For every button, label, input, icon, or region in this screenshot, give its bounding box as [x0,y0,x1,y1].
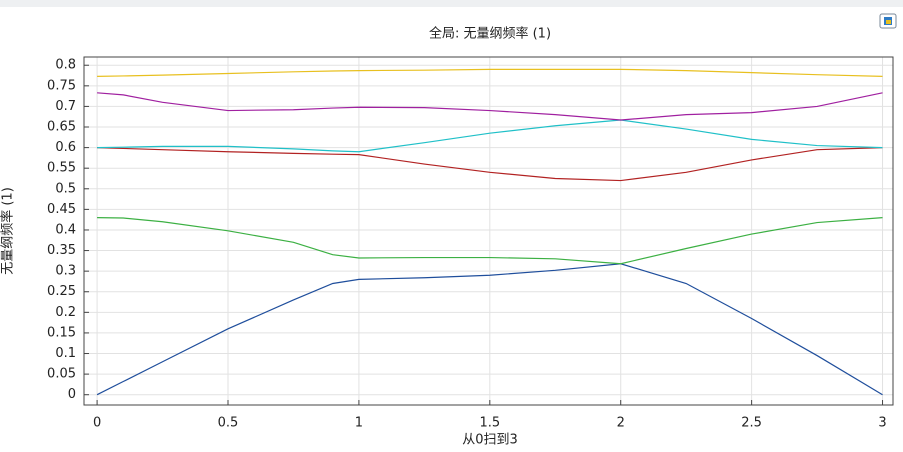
y-axis-label: 无量纲频率 (1) [0,187,16,275]
toolbar-strip [0,0,903,7]
plot-icon[interactable] [879,13,897,29]
x-tick-label: 2 [617,416,625,431]
y-tick-label: 0.35 [47,243,76,258]
y-tick-label: 0 [68,387,76,402]
series-line [96,263,883,396]
y-tick-label: 0.5 [55,181,76,196]
y-tick-label: 0.65 [47,120,76,135]
chart-title: 全局: 无量纲频率 (1) [429,26,551,42]
y-tick-label: 0.75 [47,78,76,93]
x-tick-label: 1.5 [479,416,500,431]
series-line [97,119,883,153]
y-tick-label: 0.8 [55,58,76,73]
y-tick-label: 0.55 [47,161,76,176]
y-tick-label: 0.25 [47,284,76,299]
y-tick-label: 0.7 [55,99,76,114]
series-line [97,147,883,182]
x-tick-label: 0.5 [218,416,239,431]
plot-frame [83,56,894,406]
y-tick-label: 0.15 [47,325,76,340]
x-tick-label: 0 [93,416,101,431]
series-line [97,217,883,265]
series-line [97,92,883,121]
y-tick-label: 0.1 [55,346,76,361]
series-line [97,68,883,77]
y-tick-label: 0.2 [55,305,76,320]
y-tick-label: 0.45 [47,202,76,217]
y-tick-label: 0.4 [55,222,76,237]
x-axis-label: 从0扫到3 [462,433,518,448]
y-tick-label: 0.6 [55,140,76,155]
x-tick-label: 3 [878,416,886,431]
y-tick-label: 0.05 [47,367,76,382]
x-tick-label: 1 [355,416,363,431]
y-tick-label: 0.3 [55,264,76,279]
x-tick-label: 2.5 [741,416,762,431]
